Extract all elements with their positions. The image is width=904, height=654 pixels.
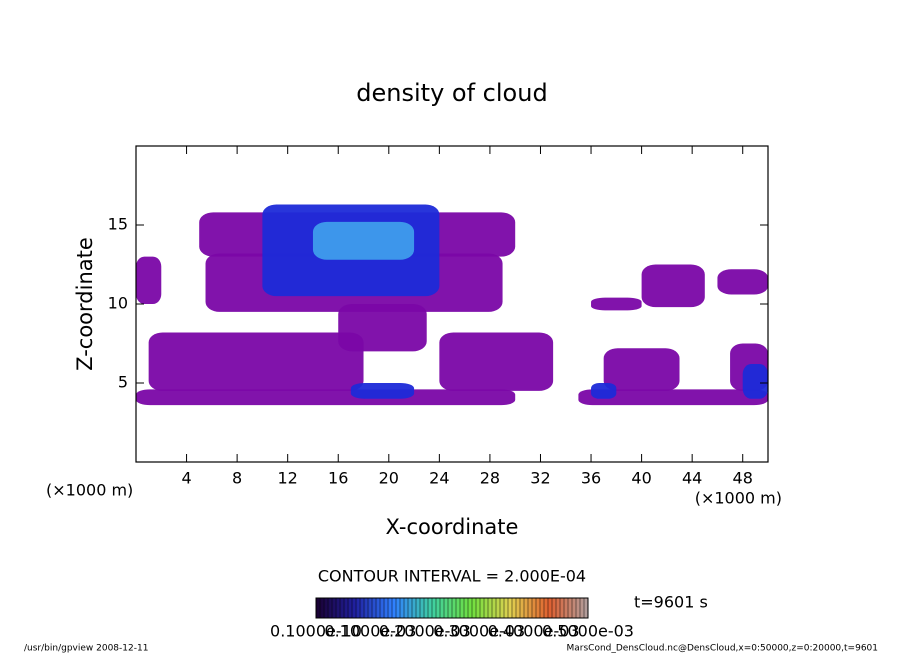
colorbar-label: 0.1000e-10	[270, 622, 362, 641]
cloud-region	[591, 297, 642, 311]
x-tick-label: 40	[631, 469, 651, 488]
y-axis-label: Z-coordinate	[73, 237, 97, 371]
colorbar-label: 0.3000e-03	[433, 622, 525, 641]
cloud-region	[641, 264, 705, 308]
x-tick-label: 16	[328, 469, 348, 488]
y-tick-label: 5	[118, 373, 128, 392]
cloud-region	[439, 332, 554, 391]
x-tick-label: 8	[232, 469, 242, 488]
cloud-region	[312, 221, 415, 260]
x-tick-label: 4	[181, 469, 191, 488]
cloud-region	[578, 389, 768, 406]
y-tick-label: 10	[108, 294, 128, 313]
cloud-region	[717, 269, 768, 295]
x-tick-label: 36	[581, 469, 601, 488]
colorbar-label: 0.5000e-03	[542, 622, 634, 641]
footer-right: MarsCond_DensCloud.nc@DensCloud,x=0:5000…	[567, 644, 879, 654]
cloud-region	[136, 389, 516, 406]
x-tick-label: 24	[429, 469, 449, 488]
cloud-region	[591, 383, 617, 399]
chart-title: density of cloud	[356, 79, 547, 107]
colorbar-label: 0.1000e-03	[324, 622, 416, 641]
x-tick-label: 12	[278, 469, 298, 488]
cloud-region	[148, 332, 364, 391]
x-tick-label: 32	[530, 469, 550, 488]
cloud-region	[350, 383, 415, 399]
x-tick-label: 20	[379, 469, 399, 488]
x-tick-label: 48	[733, 469, 753, 488]
colorbar	[315, 597, 589, 619]
contour-interval: CONTOUR INTERVAL = 2.000E-04	[318, 567, 586, 586]
y-tick-label: 15	[108, 215, 128, 234]
time-label: t=9601 s	[634, 593, 708, 612]
y-unit: (×1000 m)	[46, 481, 133, 500]
x-tick-label: 44	[682, 469, 702, 488]
cloud-region	[136, 256, 162, 304]
x-tick-label: 28	[480, 469, 500, 488]
footer-left: /usr/bin/gpview 2008-12-11	[24, 644, 148, 654]
cloud-region	[742, 364, 768, 399]
plot-area	[136, 204, 768, 406]
x-unit: (×1000 m)	[695, 489, 782, 508]
colorbar-label: 0.2000e-03	[379, 622, 471, 641]
x-axis-label: X-coordinate	[386, 515, 519, 539]
colorbar-label: 0.4000e-03	[488, 622, 580, 641]
cloud-region	[603, 348, 680, 391]
